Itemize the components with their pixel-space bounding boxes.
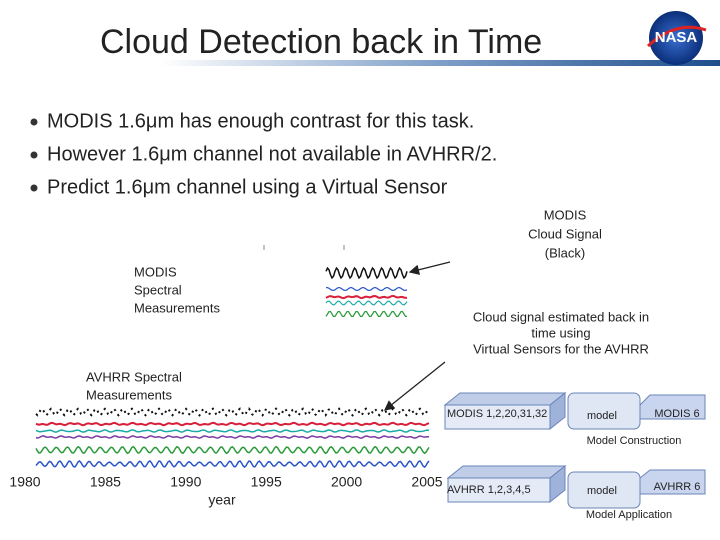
signal-line [35, 460, 430, 469]
callout-text: Measurements [86, 387, 172, 402]
input-label: MODIS 1,2,20,31,32 [447, 408, 547, 420]
bullet-text: However 1.6μm channel not available in A… [47, 143, 497, 165]
application-diagram [446, 464, 706, 509]
logo-globe [649, 11, 703, 65]
callout-text: Measurements [134, 300, 220, 315]
signal-line [325, 311, 407, 317]
callout-text: MODIS [544, 207, 587, 222]
callout-text: (Black) [545, 245, 585, 260]
signal-line [325, 286, 408, 292]
signal-line [35, 429, 430, 433]
callout-text: Cloud signal estimated back in [473, 309, 649, 324]
signal-line [35, 407, 430, 417]
callout-text: MODIS [134, 264, 177, 279]
callout-text: time using [531, 325, 590, 340]
bullet-dot [30, 184, 38, 192]
caption: Model Application [586, 509, 672, 521]
output-label: AVHRR 6 [654, 481, 701, 493]
year-label: 1985 [90, 474, 121, 490]
signal-line [35, 435, 430, 439]
output-label: MODIS 6 [654, 408, 699, 420]
logo-text: NASA [655, 29, 698, 46]
logo-swoosh [646, 25, 707, 48]
signal-line [325, 294, 408, 300]
year-label: 1990 [170, 474, 201, 490]
bullet-text: Predict 1.6μm channel using a Virtual Se… [47, 176, 448, 198]
input-label: AVHRR 1,2,3,4,5 [447, 484, 531, 496]
signal-line [35, 445, 430, 455]
signal-line [35, 421, 430, 427]
construction-diagram [443, 391, 706, 431]
title-bar [160, 60, 720, 66]
year-label: 2000 [331, 474, 362, 490]
year-label: 1980 [9, 474, 40, 490]
caption: Model Construction [587, 435, 682, 447]
model-label: model [587, 485, 617, 497]
arrow [383, 361, 446, 411]
signal-line [325, 266, 408, 280]
model-label: model [587, 410, 617, 422]
callout-text: AVHRR Spectral [86, 369, 182, 384]
signal-line [325, 300, 408, 306]
bullet-dot [30, 151, 38, 159]
callout-text: Virtual Sensors for the AVHRR [473, 341, 649, 356]
bullet-text: MODIS 1.6μm has enough contrast for this… [47, 110, 474, 132]
callout-text: Spectral [134, 282, 182, 297]
title: Cloud Detection back in Time [100, 23, 542, 61]
bullet-dot [30, 118, 38, 126]
axis-label: year [208, 492, 236, 508]
year-label: 1995 [251, 474, 282, 490]
year-label: 2005 [411, 474, 442, 490]
arrow [408, 261, 451, 275]
callout-text: Cloud Signal [528, 226, 602, 241]
